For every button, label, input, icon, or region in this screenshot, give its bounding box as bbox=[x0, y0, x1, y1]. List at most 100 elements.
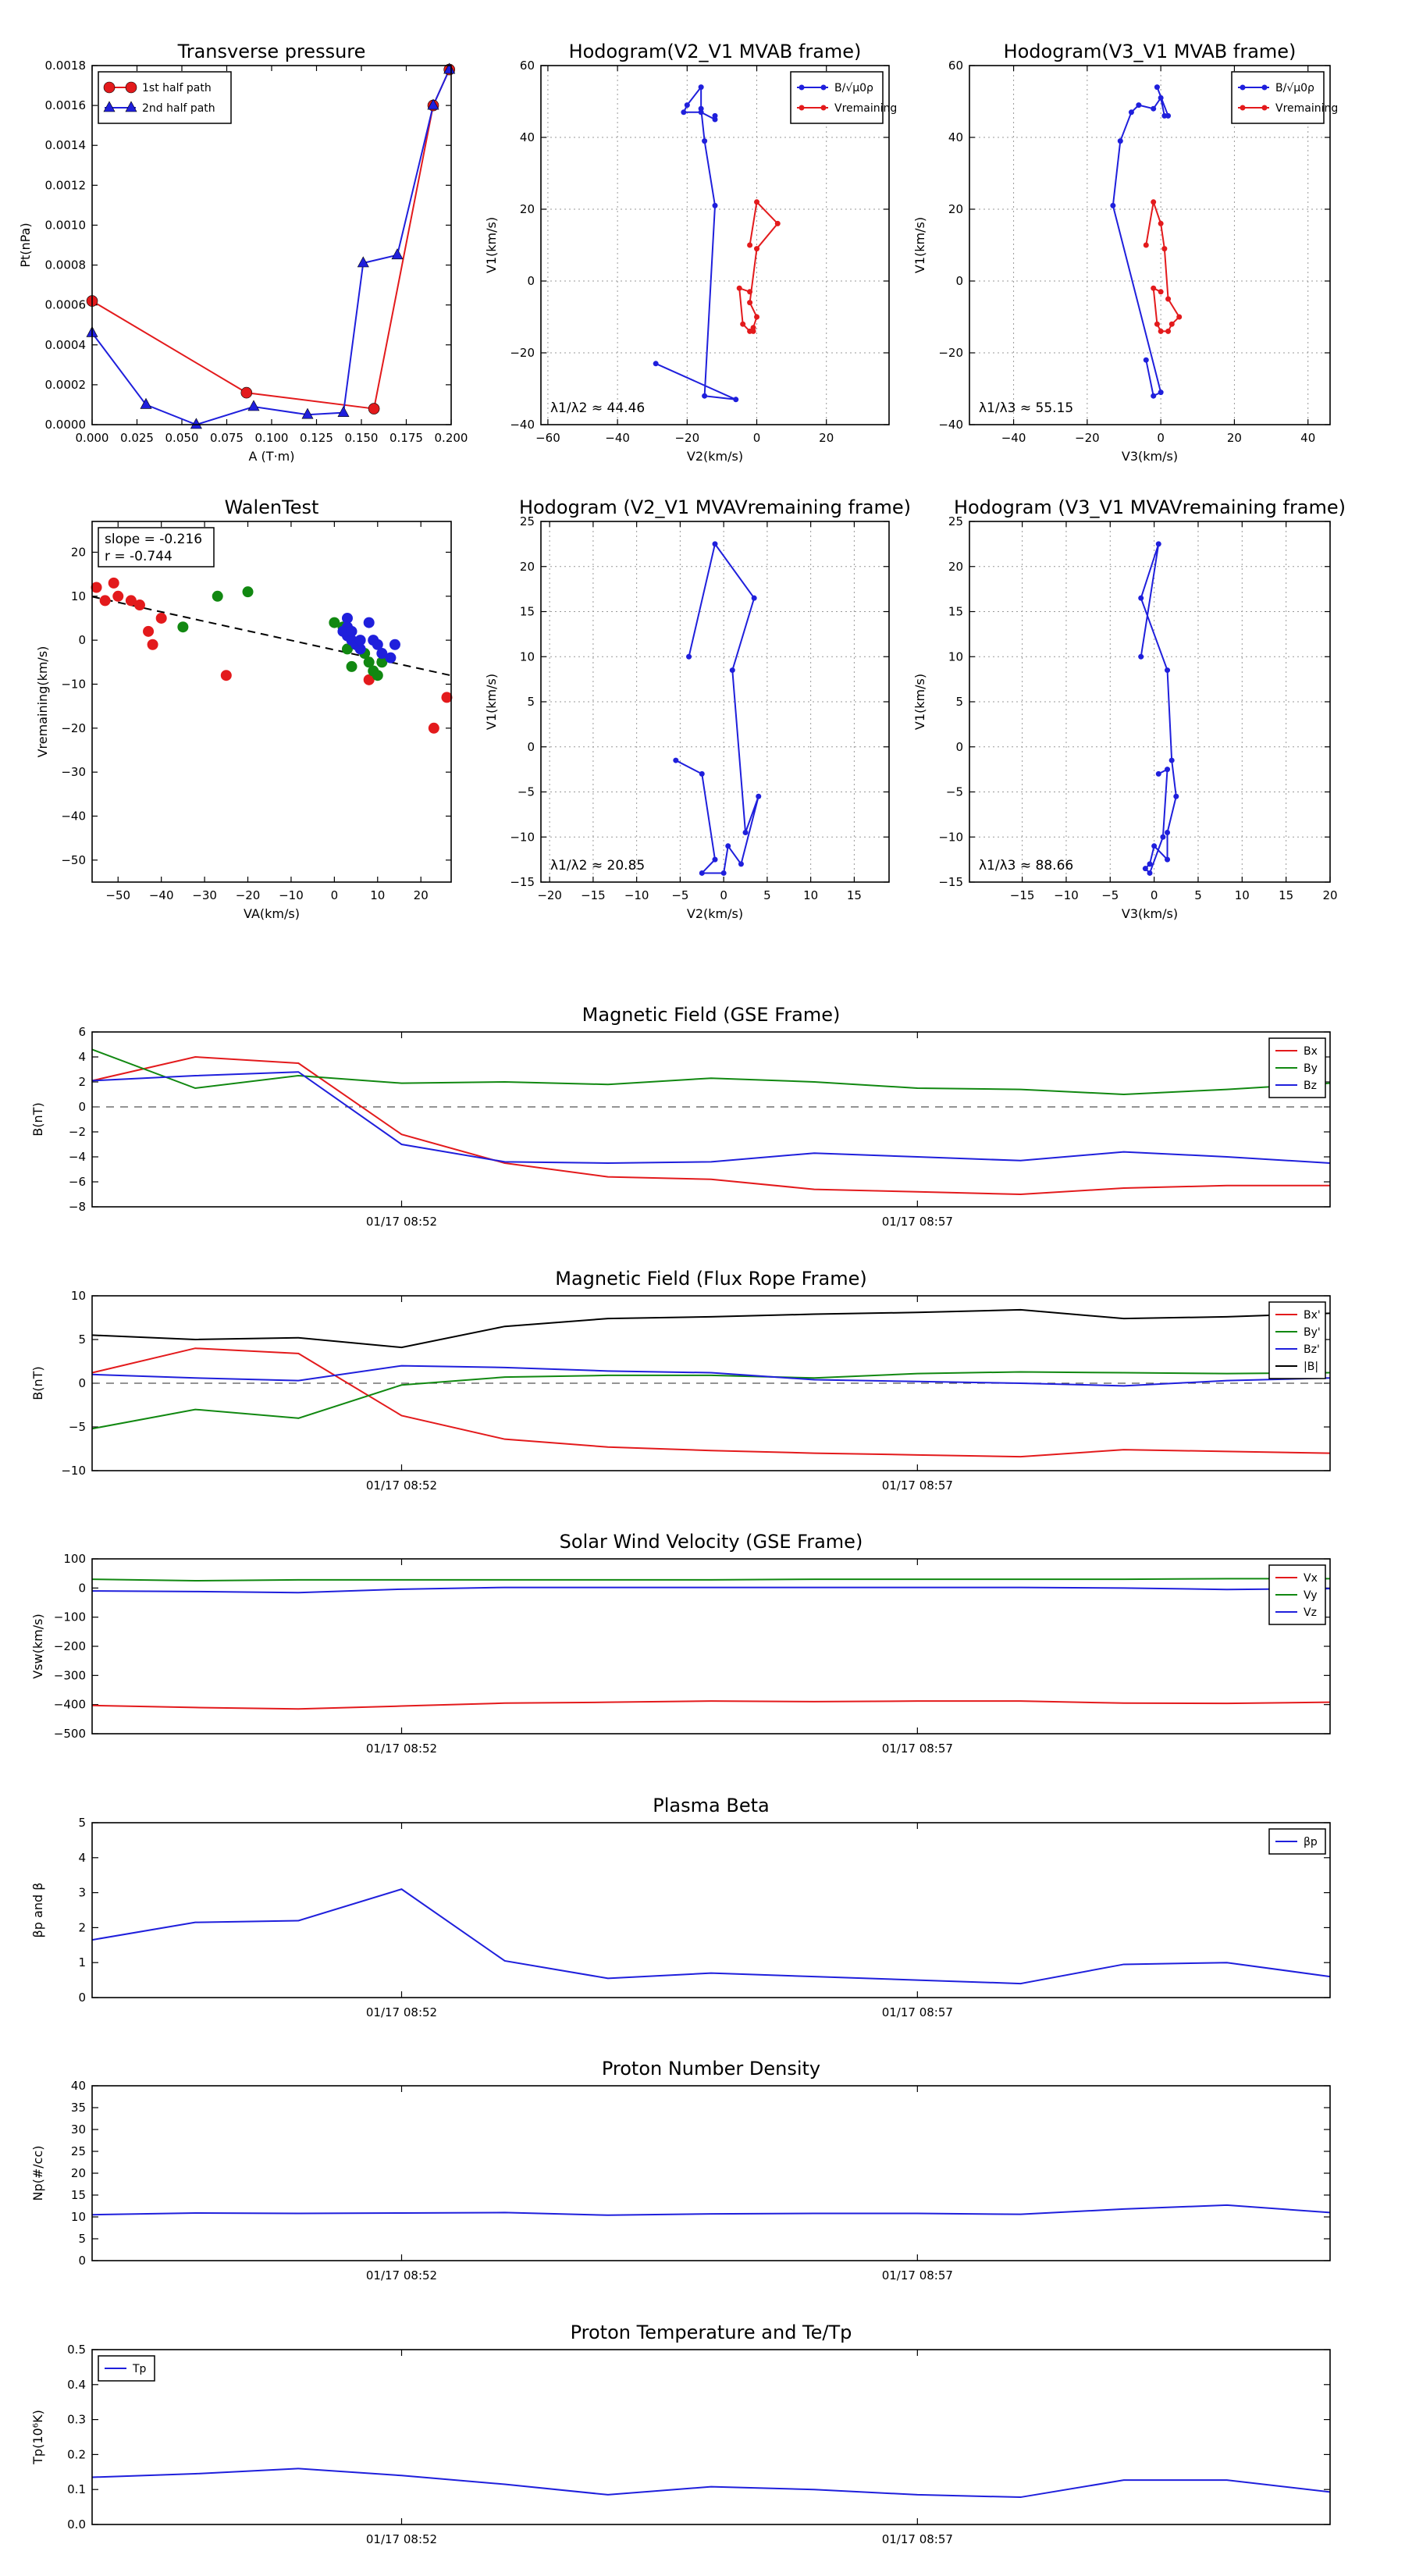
chart-title: Solar Wind Velocity (GSE Frame) bbox=[560, 1531, 863, 1553]
legend-box bbox=[790, 71, 884, 124]
data-point bbox=[1173, 793, 1179, 799]
x-tick-label: 10 bbox=[803, 888, 818, 902]
plot-frame bbox=[540, 65, 890, 425]
data-point bbox=[1147, 861, 1153, 867]
data-point bbox=[1168, 321, 1175, 327]
y-tick-label: 0.0000 bbox=[45, 418, 87, 432]
legend-label: B/√μ0ρ bbox=[834, 82, 873, 94]
y-tick-label: 20 bbox=[948, 202, 963, 216]
chart-3: −50 −40 −30 −20 −10 0 10 20 −50 −40 −30 −20 −10 0 10 20… bbox=[35, 496, 453, 921]
x-tick-label: 0.100 bbox=[255, 431, 289, 445]
chart-11: 0.0 0.1 0.2 0.3 0.4 0.5 01/17 08:52 01/17 08:57… bbox=[30, 2322, 1331, 2546]
x-tick-label: 0 bbox=[1157, 431, 1165, 445]
legend: Vx Vy Vz bbox=[1268, 1564, 1326, 1625]
y-tick-label: −15 bbox=[510, 875, 535, 889]
chart-0: 0.000 0.025 0.050 0.075 0.100 0.125 0.150 0.175… bbox=[18, 41, 468, 464]
x-tick-label: 20 bbox=[1227, 431, 1242, 445]
data-point bbox=[774, 220, 781, 226]
y-tick-label: 0 bbox=[955, 274, 963, 288]
data-point bbox=[1143, 357, 1149, 363]
x-tick-label: 0 bbox=[331, 888, 339, 902]
data-point bbox=[712, 856, 718, 863]
y-tick-label: −5 bbox=[518, 785, 535, 799]
data-point bbox=[673, 757, 679, 763]
data-point bbox=[1176, 314, 1183, 320]
chart-6: −8 −6 −4 −2 0 2 4 6 01/17 08:52 01/17 08:57 Magnet… bbox=[30, 1004, 1331, 1229]
x-tick-label: −40 bbox=[605, 431, 630, 445]
legend: 1st half path 2nd half path bbox=[98, 71, 232, 124]
y-tick-label: −8 bbox=[69, 1200, 86, 1214]
data-point bbox=[1158, 220, 1164, 226]
y-axis-label: Tp(10⁶K) bbox=[30, 2410, 45, 2465]
y-tick-label: 0.0010 bbox=[45, 218, 87, 232]
y-tick-label: 1 bbox=[78, 1955, 86, 1969]
data-point bbox=[1110, 202, 1116, 208]
plot-area bbox=[92, 2204, 1330, 2216]
data-point bbox=[1154, 84, 1160, 91]
y-tick-label: −6 bbox=[69, 1175, 86, 1189]
stats-line: slope = -0.216 bbox=[105, 532, 202, 547]
y-tick-label: 5 bbox=[78, 1816, 86, 1830]
x-tick-label: 0 bbox=[720, 888, 727, 902]
y-tick-label: −10 bbox=[61, 677, 86, 691]
x-tick-label: 0.075 bbox=[210, 431, 244, 445]
chart-7: −10 −5 0 5 10 01/17 08:52 01/17 08:57 Magnetic … bbox=[30, 1268, 1331, 1493]
data-point bbox=[1138, 595, 1144, 601]
series-line-0 bbox=[92, 1700, 1330, 1710]
data-point bbox=[301, 407, 314, 419]
x-tick-label: 0.200 bbox=[435, 431, 468, 445]
data-point bbox=[740, 321, 746, 327]
chart-4: −20 −15 −10 −5 0 5 10 15−15−10−50510152025Hodog… bbox=[484, 496, 911, 921]
y-axis-label: V1(km/s) bbox=[484, 217, 499, 273]
y-tick-label: −40 bbox=[938, 418, 963, 432]
data-point bbox=[1155, 541, 1161, 547]
x-tick-label: 0.125 bbox=[300, 431, 333, 445]
eigenvalue-ratio: λ1/λ3 ≈ 88.66 bbox=[979, 858, 1073, 873]
y-tick-label: −400 bbox=[54, 1698, 86, 1712]
data-point bbox=[99, 595, 111, 607]
x-tick-label: 0.000 bbox=[76, 431, 109, 445]
y-tick-label: 0 bbox=[78, 1100, 86, 1114]
stats-box bbox=[98, 527, 215, 568]
y-tick-label: 25 bbox=[520, 514, 535, 528]
x-tick-label: 0.150 bbox=[345, 431, 379, 445]
y-tick-label: 0.4 bbox=[67, 2378, 86, 2392]
x-axis-label: V2(km/s) bbox=[687, 449, 743, 464]
y-tick-label: 0.0002 bbox=[45, 378, 87, 392]
y-tick-label: 0 bbox=[527, 274, 535, 288]
data-point bbox=[756, 793, 762, 799]
y-tick-label: 0.0006 bbox=[45, 298, 87, 312]
data-point bbox=[140, 397, 152, 409]
y-tick-label: 0.5 bbox=[67, 2343, 86, 2357]
y-tick-label: 0 bbox=[527, 740, 535, 754]
data-point bbox=[742, 829, 749, 835]
data-point bbox=[702, 138, 708, 144]
series-line-1 bbox=[92, 1578, 1330, 1582]
y-tick-label: −30 bbox=[61, 765, 86, 779]
plot-frame bbox=[540, 521, 890, 883]
series-line-0 bbox=[92, 1055, 1330, 1196]
data-point bbox=[1151, 393, 1157, 399]
legend-marker bbox=[125, 81, 137, 94]
time-tick-label: 01/17 08:52 bbox=[366, 2005, 437, 2019]
chart-title: Magnetic Field (Flux Rope Frame) bbox=[555, 1268, 866, 1290]
y-tick-label: 30 bbox=[71, 2122, 86, 2137]
data-point bbox=[428, 722, 439, 734]
x-tick-label: 20 bbox=[414, 888, 429, 902]
data-point bbox=[712, 541, 718, 547]
data-point bbox=[754, 199, 760, 205]
y-tick-label: 15 bbox=[71, 2188, 86, 2202]
series-line-0 bbox=[1112, 87, 1170, 397]
data-point bbox=[1151, 199, 1157, 205]
data-point bbox=[372, 639, 383, 650]
data-point bbox=[702, 393, 708, 399]
plot-frame bbox=[91, 1295, 1331, 1471]
x-tick-label: 20 bbox=[1322, 888, 1337, 902]
y-tick-label: 35 bbox=[71, 2101, 86, 2115]
x-tick-label: −10 bbox=[1054, 888, 1079, 902]
legend-marker bbox=[1240, 105, 1246, 111]
legend-label: Bx bbox=[1304, 1045, 1318, 1058]
chart-8: −500 −400 −300 −200 −100 0 100 01/17 08:52 01/17… bbox=[30, 1531, 1331, 1756]
y-tick-label: 40 bbox=[71, 2079, 86, 2093]
time-tick-label: 01/17 08:57 bbox=[882, 2268, 953, 2282]
